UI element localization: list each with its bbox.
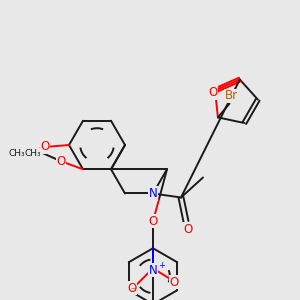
Text: +: + [158, 261, 165, 270]
Text: CH₃: CH₃ [8, 148, 25, 158]
Text: N: N [148, 187, 158, 200]
Text: CH₃: CH₃ [24, 149, 41, 158]
Text: O: O [128, 282, 136, 295]
Text: O: O [208, 86, 218, 99]
Text: ⁻: ⁻ [130, 286, 136, 296]
Text: O: O [169, 276, 178, 289]
Text: Br: Br [225, 89, 238, 102]
Text: N: N [148, 264, 158, 277]
Text: O: O [40, 140, 50, 154]
Text: O: O [183, 223, 193, 236]
Text: O: O [148, 215, 158, 228]
Text: O: O [56, 155, 66, 168]
